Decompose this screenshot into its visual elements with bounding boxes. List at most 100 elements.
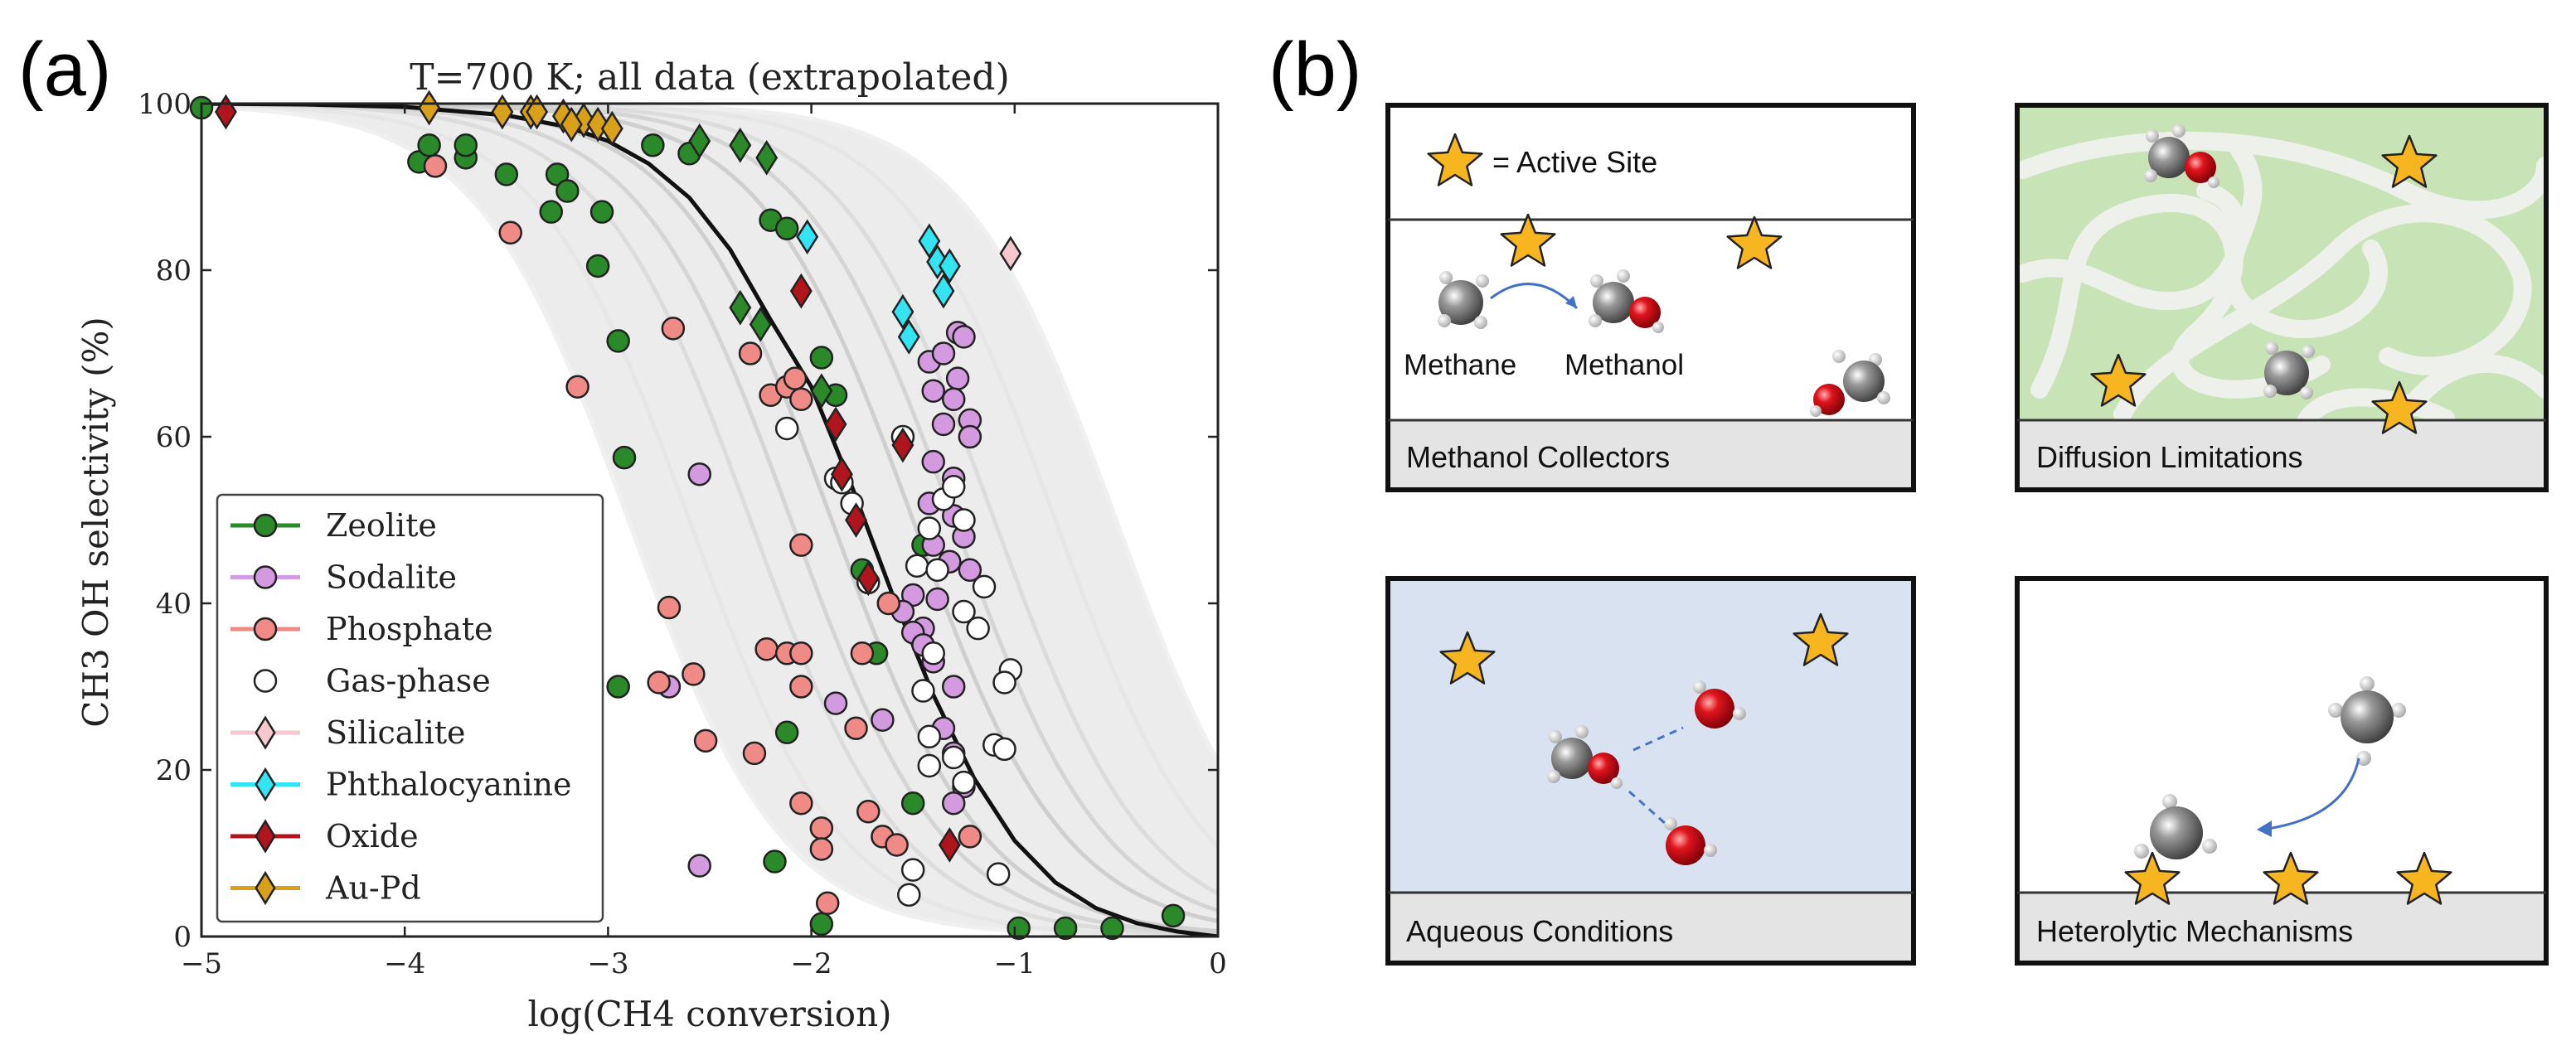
legend-label: Zeolite	[326, 507, 437, 544]
hbond-line	[1632, 726, 1684, 752]
data-point	[917, 516, 942, 540]
legend-item: Silicalite	[230, 714, 466, 751]
star-icon	[1793, 612, 1849, 666]
data-point	[992, 670, 1016, 695]
legend-marker	[255, 819, 276, 854]
data-points	[189, 90, 1186, 941]
series-phosphate	[423, 154, 982, 916]
data-point	[763, 849, 787, 874]
data-point	[941, 791, 966, 816]
x-tick-label: −3	[587, 947, 628, 980]
methane-icon	[2263, 341, 2315, 399]
data-point	[921, 641, 945, 666]
arrow-icon	[1490, 283, 1579, 310]
data-point	[921, 379, 945, 403]
series-sodalite	[657, 321, 982, 878]
data-point	[885, 833, 909, 857]
methanol-icon	[1810, 350, 1890, 417]
box-caption: Diffusion Limitations	[2036, 440, 2303, 474]
data-point	[494, 162, 519, 186]
data-point	[789, 675, 813, 699]
methyl-icon	[2328, 676, 2406, 766]
data-point	[958, 825, 982, 849]
data-point	[693, 728, 718, 753]
data-point	[992, 737, 1016, 762]
data-point	[945, 366, 970, 390]
caption-bar	[2020, 420, 2544, 487]
legend-label: Phosphate	[326, 611, 493, 647]
data-point	[417, 133, 441, 157]
data-point	[856, 560, 880, 597]
data-point	[687, 854, 711, 878]
legend-marker	[253, 669, 278, 693]
panel-b-label: (b)	[1269, 27, 1361, 112]
water-icon	[1664, 817, 1717, 865]
data-point	[423, 154, 448, 178]
data-point	[796, 219, 819, 255]
data-point	[824, 406, 847, 443]
series-oxide	[214, 94, 961, 863]
legend-label: Au-Pd	[325, 870, 421, 907]
data-point	[925, 587, 949, 612]
data-point	[897, 883, 921, 907]
data-point	[952, 770, 976, 795]
data-point	[941, 475, 966, 499]
data-point	[917, 724, 942, 749]
data-point	[539, 200, 563, 224]
data-point	[958, 558, 982, 583]
data-point	[952, 325, 976, 349]
data-point	[931, 341, 956, 365]
data-point	[565, 375, 589, 399]
data-point	[966, 616, 990, 641]
data-point	[891, 293, 914, 330]
data-point	[1053, 916, 1078, 941]
data-point	[585, 254, 610, 278]
star-icon	[2124, 851, 2181, 905]
data-point	[647, 670, 671, 695]
data-point	[918, 223, 941, 259]
data-point	[742, 741, 767, 766]
legend-marker	[255, 870, 276, 906]
legend-item: Sodalite	[230, 559, 457, 596]
x-tick-label: −5	[181, 947, 222, 980]
band-envelope	[201, 104, 1218, 937]
caption-bar	[2020, 893, 2544, 961]
data-point	[999, 235, 1022, 272]
hbond-line	[1628, 790, 1667, 826]
methanol-icon	[1547, 725, 1623, 789]
box-caption: Aqueous Conditions	[1406, 914, 1673, 948]
data-point	[774, 216, 799, 240]
data-point	[844, 716, 868, 740]
data-point	[938, 827, 961, 863]
star-icon	[2396, 851, 2452, 905]
series-zeolite-diamond-extra	[688, 123, 833, 409]
caption-bar	[1390, 893, 1911, 961]
star-icon	[1500, 213, 1556, 267]
legend-label: Sodalite	[326, 559, 457, 596]
legend-label: Gas-phase	[326, 663, 491, 699]
y-tick-label: 0	[173, 921, 192, 954]
legend-active-site: = Active Site	[1492, 145, 1657, 179]
x-tick-label: −4	[384, 947, 425, 980]
data-point	[911, 679, 935, 703]
data-point	[661, 317, 686, 341]
box-methanol-collectors: Methanol Collectors = Active Site Methan…	[1385, 103, 1916, 492]
data-point	[830, 456, 853, 492]
band-curve	[201, 104, 1218, 937]
data-point	[972, 574, 997, 599]
plot-frame	[200, 102, 1220, 938]
data-point	[606, 329, 630, 353]
panel-a-label: (a)	[18, 27, 111, 112]
band-curve	[201, 104, 1218, 937]
legend-item: Au-Pd	[230, 870, 421, 907]
methane-icon	[1438, 271, 1489, 329]
data-point	[1161, 903, 1186, 928]
box-heterolytic-mechanisms: Heterolytic Mechanisms	[2015, 576, 2549, 966]
water-icon	[1693, 680, 1746, 728]
data-point	[1007, 916, 1031, 941]
data-point	[789, 533, 813, 557]
data-point	[774, 416, 799, 441]
data-point	[823, 691, 848, 715]
data-point	[729, 127, 752, 163]
